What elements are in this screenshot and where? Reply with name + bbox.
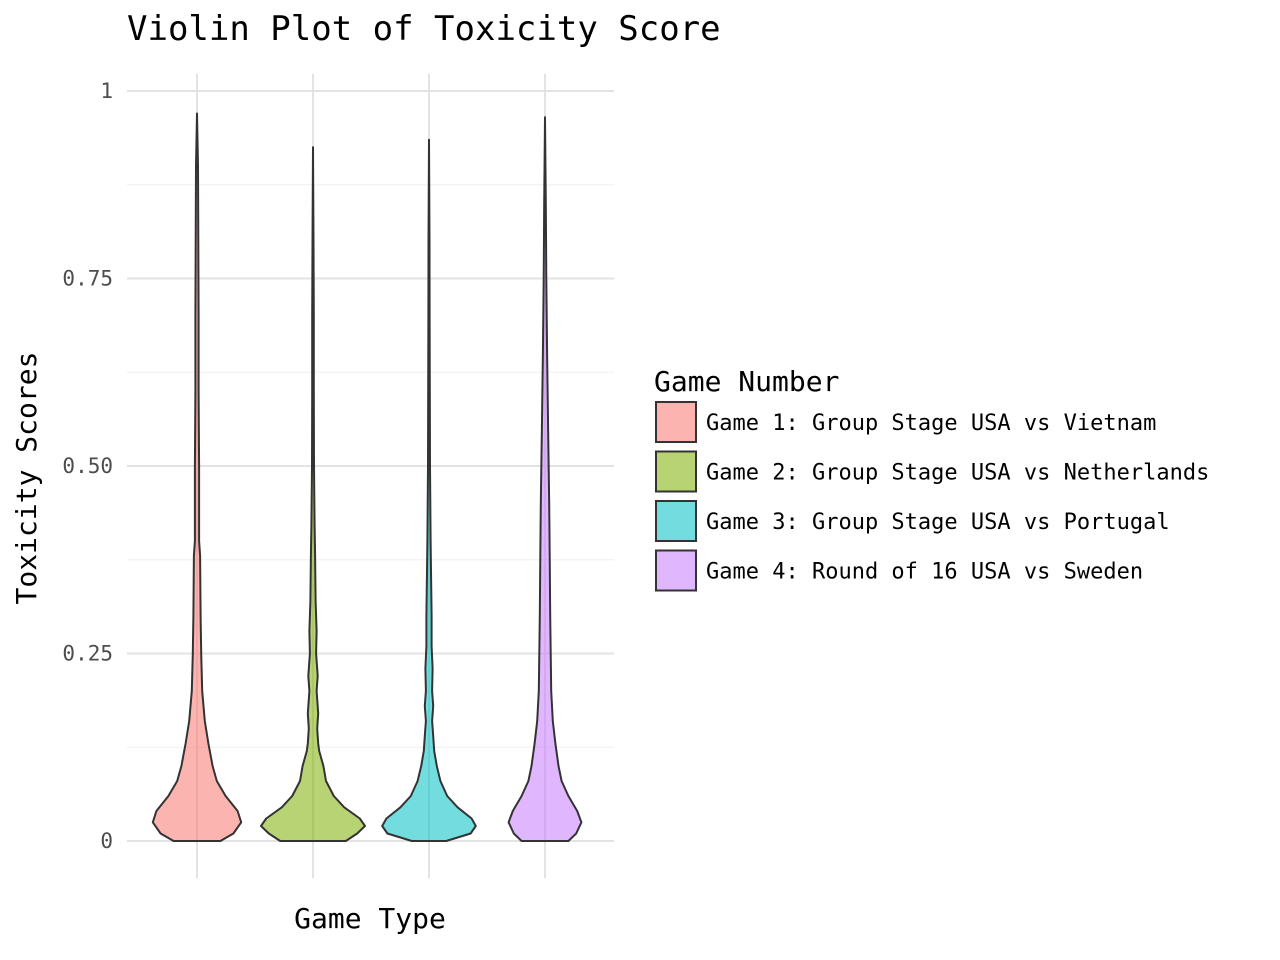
- violins: [151, 112, 583, 842]
- y-axis-title: Toxicity Scores: [10, 352, 43, 605]
- legend-label-3: Game 3: Group Stage USA vs Portugal: [706, 510, 1170, 535]
- violin-2: [260, 146, 366, 842]
- x-axis-title: Game Type: [294, 902, 446, 935]
- legend-label-4: Game 4: Round of 16 USA vs Sweden: [706, 560, 1143, 585]
- violin-3: [381, 138, 477, 842]
- violin-4: [507, 116, 583, 842]
- violin-1: [151, 112, 243, 842]
- legend-label-2: Game 2: Group Stage USA vs Netherlands: [706, 461, 1209, 486]
- legend-swatch-2: [655, 450, 697, 493]
- legend-swatch-1: [655, 401, 697, 443]
- y-ticks: 0 0.25 0.50 0.75 1: [62, 79, 113, 853]
- legend-label-1: Game 1: Group Stage USA vs Vietnam: [706, 411, 1156, 436]
- y-tick-label: 0.50: [62, 454, 113, 478]
- chart-title: Violin Plot of Toxicity Score: [127, 9, 721, 49]
- legend-title: Game Number: [654, 365, 839, 398]
- y-tick-label: 0.75: [62, 267, 113, 291]
- legend: Game Number Game 1: Group Stage USA vs V…: [654, 365, 1209, 592]
- y-tick-label: 0: [100, 829, 113, 853]
- y-tick-label: 1: [100, 79, 113, 103]
- legend-swatch-4: [655, 549, 697, 592]
- legend-swatch-3: [655, 500, 697, 542]
- y-tick-label: 0.25: [62, 642, 113, 666]
